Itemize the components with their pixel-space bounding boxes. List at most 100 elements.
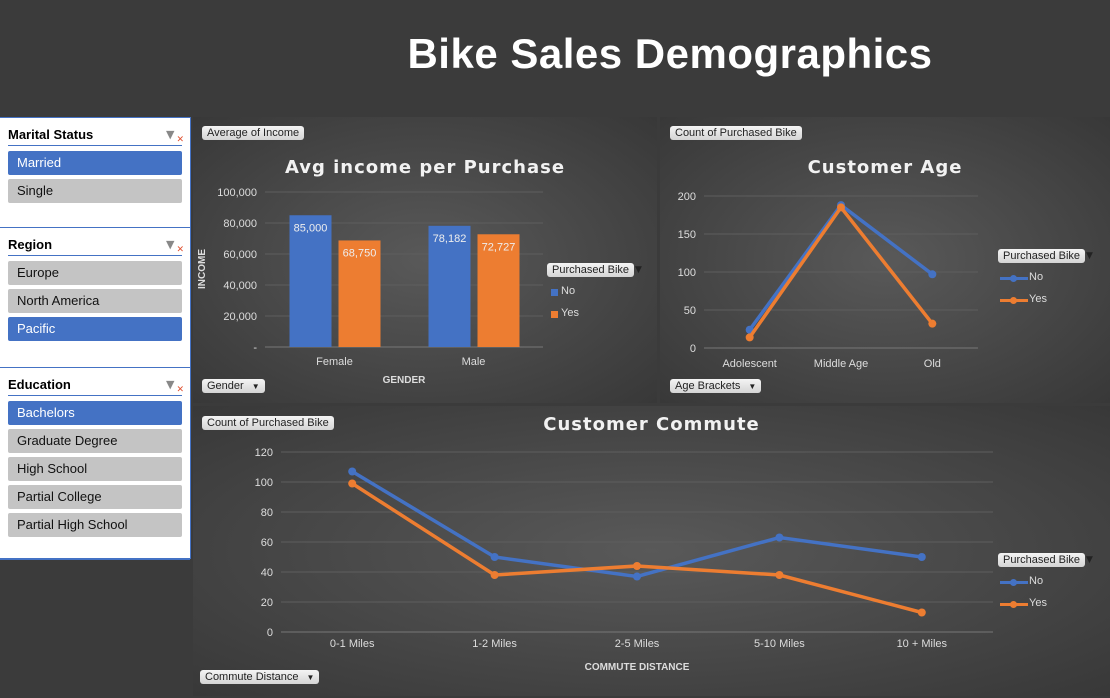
slicer-item[interactable]: Partial College — [8, 485, 182, 509]
axis-field-label: Age Brackets — [675, 380, 741, 392]
series-line-no — [748, 202, 934, 331]
slicer-header: Marital Status ▼ — [8, 124, 184, 146]
legend-marker — [1010, 297, 1017, 304]
bar-data-label: 68,750 — [343, 247, 377, 259]
axis-field-button[interactable]: Gender ▼ — [202, 379, 265, 393]
dropdown-arrow-icon[interactable]: ▼ — [1086, 555, 1093, 565]
slicer-marital-status: Marital Status ▼ Married Single — [0, 118, 190, 228]
data-point-yes — [490, 571, 499, 579]
x-tick-label: 2-5 Miles — [615, 638, 660, 650]
y-tick-label: 80 — [261, 507, 273, 519]
commute-chart-panel: 0 20 40 60 80 100 120 0-1 Miles 1-2 Miles 2-5 Mil… — [193, 406, 1110, 696]
age-chart-panel: 0 50 100 150 200 Adolescent Middle Age Old Count… — [660, 117, 1110, 403]
axis-field-label: Commute Distance — [205, 671, 299, 683]
data-point-yes — [633, 562, 641, 570]
y-tick-label: 20,000 — [223, 311, 257, 323]
y-tick-label: 200 — [678, 191, 696, 203]
y-tick-label: 120 — [255, 447, 273, 459]
age-line-chart: 0 50 100 150 200 Adolescent Middle Age Old — [678, 191, 978, 370]
y-axis-title: INCOME — [197, 249, 208, 289]
slicer-title: Education — [8, 377, 71, 392]
slicer-item[interactable]: Graduate Degree — [8, 429, 182, 453]
slicer-item[interactable]: Bachelors — [8, 401, 182, 425]
y-tick-label: 100 — [678, 267, 696, 279]
legend-marker — [1010, 275, 1017, 282]
data-point-no — [917, 553, 926, 561]
income-chart-panel: Average of Income Avg income per Purchase… — [193, 117, 657, 403]
y-tick-label: 80,000 — [223, 218, 257, 230]
legend-swatch-no — [551, 289, 558, 296]
slicer-item[interactable]: Married — [8, 151, 182, 175]
bar-yes — [477, 234, 520, 347]
bar-no — [289, 215, 332, 347]
x-tick-label: 5-10 Miles — [754, 638, 805, 650]
legend-label-yes: Yes — [1029, 597, 1047, 609]
x-tick-label: Middle Age — [814, 358, 868, 370]
y-tick-label: - — [253, 342, 257, 354]
dropdown-arrow-icon: ▼ — [251, 382, 260, 391]
slicer-item[interactable]: Single — [8, 179, 182, 203]
data-point-yes — [837, 203, 845, 212]
dropdown-arrow-icon[interactable]: ▼ — [635, 265, 642, 275]
data-point-no — [348, 467, 357, 476]
x-tick-label: Female — [316, 356, 353, 368]
clear-filter-icon[interactable]: ▼ — [166, 238, 184, 255]
legend-label-no: No — [1029, 271, 1044, 283]
data-point-yes — [348, 479, 357, 488]
axis-field-label: Gender — [207, 380, 244, 392]
x-tick-label: Adolescent — [722, 358, 776, 370]
x-tick-label: Old — [924, 358, 941, 370]
legend-label-no: No — [561, 285, 576, 297]
slicer-item[interactable]: High School — [8, 457, 182, 481]
y-tick-label: 40 — [261, 567, 273, 579]
income-bar-chart: - 20,000 40,000 60,000 80,000 100,000 Female 85… — [197, 187, 543, 386]
slicer-item[interactable]: Europe — [8, 261, 182, 285]
clear-filter-icon[interactable]: ▼ — [166, 128, 184, 145]
data-point-yes — [928, 319, 937, 328]
value-field-button[interactable]: Count of Purchased Bike — [202, 416, 334, 430]
legend-filter-button[interactable]: Purchased Bike — [998, 553, 1086, 567]
data-point-no — [928, 270, 937, 279]
y-tick-label: 60,000 — [223, 249, 257, 261]
x-tick-label: Male — [462, 356, 486, 368]
legend-swatch-yes — [551, 311, 558, 318]
bar-no — [428, 225, 471, 347]
y-tick-label: 60 — [261, 537, 273, 549]
slicer-title: Region — [8, 237, 53, 252]
axis-field-button[interactable]: Commute Distance ▼ — [200, 670, 320, 684]
data-point-no — [775, 533, 784, 542]
y-tick-label: 100,000 — [217, 187, 257, 199]
value-field-button[interactable]: Average of Income — [202, 126, 305, 140]
y-tick-label: 20 — [261, 597, 273, 609]
dropdown-arrow-icon[interactable]: ▼ — [1086, 251, 1093, 261]
legend-label-no: No — [1029, 575, 1044, 587]
data-point-no — [633, 572, 641, 581]
legend-filter-button[interactable]: Purchased Bike — [547, 263, 635, 277]
chart-title: Customer Commute — [543, 414, 760, 435]
data-point-yes — [745, 333, 754, 342]
slicer-item[interactable]: Partial High School — [8, 513, 182, 537]
dashboard-title: Bike Sales Demographics — [407, 30, 933, 77]
slicer-header: Region ▼ — [8, 234, 184, 256]
y-tick-label: 0 — [690, 343, 696, 355]
x-tick-label: 10 + Miles — [897, 638, 948, 650]
legend-marker — [1010, 601, 1017, 608]
bar-data-label: 78,182 — [433, 233, 467, 245]
axis-field-button[interactable]: Age Brackets ▼ — [670, 379, 762, 393]
y-tick-label: 50 — [684, 305, 696, 317]
commute-line-chart: 0 20 40 60 80 100 120 0-1 Miles 1-2 Miles 2-5 Mil… — [255, 447, 993, 673]
y-tick-label: 40,000 — [223, 280, 257, 292]
bar-data-label: 85,000 — [294, 222, 328, 234]
data-point-no — [490, 553, 499, 561]
slicer-item[interactable]: Pacific — [8, 317, 182, 341]
legend-label-yes: Yes — [1029, 293, 1047, 305]
value-field-button[interactable]: Count of Purchased Bike — [670, 126, 802, 140]
x-tick-label: 1-2 Miles — [472, 638, 517, 650]
slicer-header: Education ▼ — [8, 374, 184, 396]
x-tick-label: 0-1 Miles — [330, 638, 375, 650]
series-line-no — [351, 469, 923, 579]
slicer-item[interactable]: North America — [8, 289, 182, 313]
legend-filter-button[interactable]: Purchased Bike — [998, 249, 1086, 263]
clear-filter-icon[interactable]: ▼ — [166, 378, 184, 395]
dropdown-arrow-icon: ▼ — [748, 382, 757, 391]
